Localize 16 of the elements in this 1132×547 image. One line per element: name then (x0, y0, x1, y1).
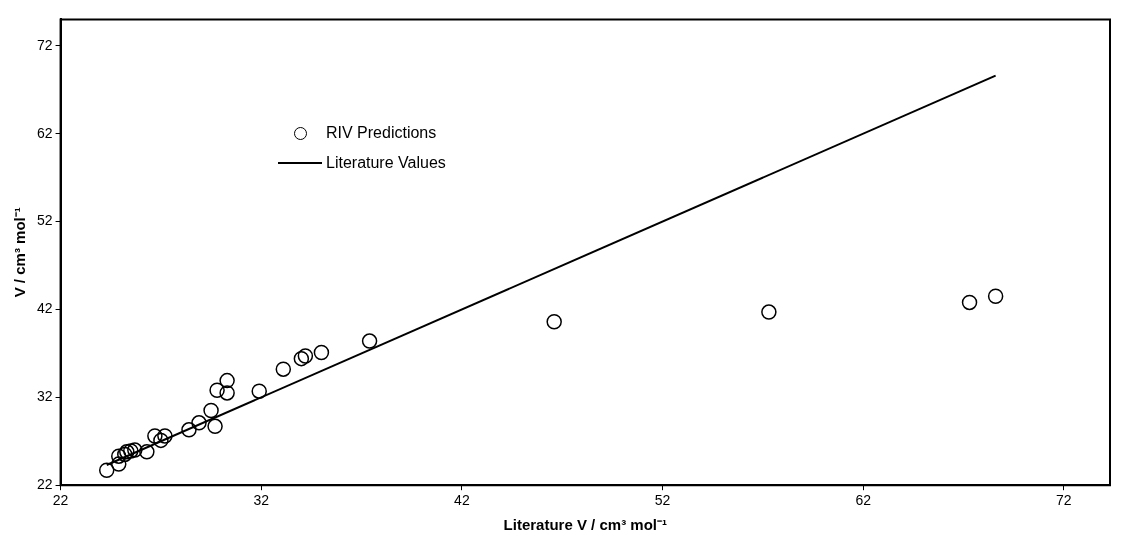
y-tick-label: 22 (36, 476, 53, 493)
y-tick-label: 32 (36, 388, 53, 405)
x-axis-title: Literature V / cm³ mol⁻¹ (503, 516, 667, 534)
y-tick-label: 62 (36, 124, 53, 141)
x-tick-label: 32 (253, 492, 270, 509)
legend-label: RIV Predictions (326, 124, 437, 142)
x-tick-label: 52 (654, 492, 671, 509)
x-tick-label: 72 (1056, 492, 1072, 509)
x-tick-label: 42 (454, 492, 470, 509)
y-tick-label: 52 (36, 212, 53, 229)
y-tick-label: 42 (36, 300, 53, 317)
legend-label: Literature Values (326, 154, 446, 172)
y-tick-label: 72 (36, 36, 53, 53)
x-tick-label: 22 (52, 492, 69, 509)
x-tick-label: 62 (855, 492, 872, 509)
y-axis-title: V / cm³ mol⁻¹ (11, 207, 29, 298)
